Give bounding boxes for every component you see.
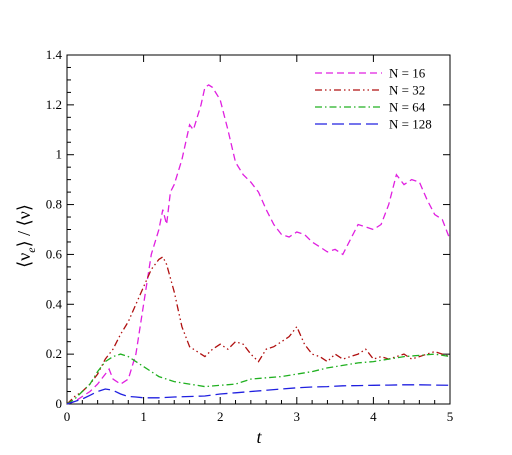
y-tick-label: 1: [56, 147, 63, 162]
x-tick-label: 3: [294, 409, 301, 424]
x-tick-label: 0: [64, 409, 71, 424]
x-tick-label: 4: [370, 409, 377, 424]
y-tick-label: 1.2: [46, 97, 62, 112]
legend-label: N = 64: [389, 100, 426, 115]
y-tick-label: 0: [56, 396, 63, 411]
series-line-2: [66, 255, 451, 405]
legend: N = 16 N = 32 N = 64 N = 128: [315, 66, 432, 132]
series-line-1: [66, 84, 451, 405]
y-tick-label: 0.2: [46, 346, 62, 361]
legend-label: N = 128: [389, 117, 432, 132]
y-tick-label: 0.4: [46, 296, 63, 311]
series-line-4: [66, 384, 451, 405]
y-axis-label-part: ⟨ν: [14, 253, 34, 268]
x-tick-label: 1: [140, 409, 147, 424]
legend-label: N = 32: [389, 83, 425, 98]
series-line-3: [66, 353, 451, 405]
axis-ticks: 0 1 2 3 4 5 0 0.2 0.4 0.6 0.8 1 1.2 1.4: [46, 47, 454, 424]
y-tick-label: 0.6: [46, 246, 63, 261]
legend-label: N = 16: [389, 66, 426, 81]
x-tick-label: 2: [217, 409, 224, 424]
x-tick-label: 5: [447, 409, 454, 424]
y-axis-label: ⟨νe⟩ / ⟨ν⟩: [14, 204, 38, 268]
y-tick-label: 1.4: [46, 47, 63, 62]
y-tick-label: 0.8: [46, 197, 62, 212]
series-layer: [66, 84, 451, 405]
y-axis-label-part: ⟩ / ⟨ν⟩: [14, 204, 34, 247]
y-axis-label-subscript: e: [24, 247, 38, 253]
x-axis-label: t: [256, 427, 262, 447]
